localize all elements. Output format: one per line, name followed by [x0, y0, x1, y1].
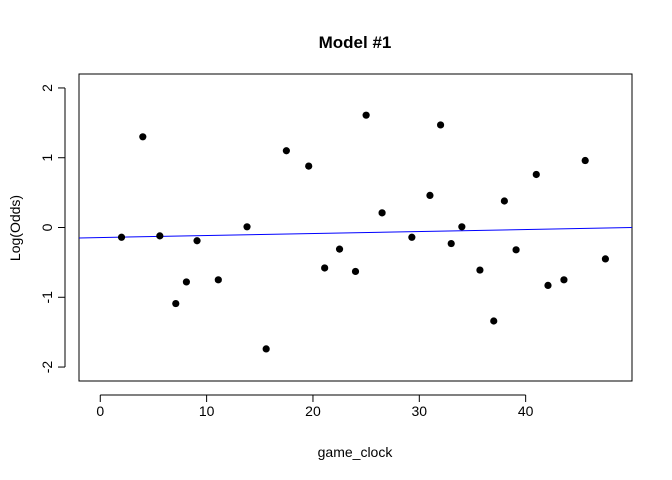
data-point: [117, 233, 126, 241]
x-axis-label: game_clock: [318, 444, 394, 460]
data-point: [172, 299, 180, 308]
y-tick-label: 0: [39, 223, 55, 231]
x-axis: 0 10 20 30 40: [96, 394, 534, 419]
y-axis: -2 -1 0 1 2: [39, 84, 66, 374]
data-point: [512, 246, 520, 254]
data-point: [282, 147, 290, 155]
data-point: [243, 223, 251, 231]
data-point: [408, 233, 416, 241]
data-point: [458, 223, 466, 231]
data-point: [476, 266, 484, 274]
regression-line: [78, 227, 633, 239]
data-point: [139, 133, 147, 141]
x-tick-label: 30: [412, 403, 428, 419]
y-axis-label: Log(Odds): [7, 195, 23, 261]
data-point: [581, 156, 589, 165]
data-point: [560, 276, 568, 284]
x-tick-label: 20: [305, 403, 321, 419]
data-point: [436, 121, 445, 129]
data-point: [378, 209, 386, 217]
data-point: [500, 197, 508, 205]
data-point: [447, 239, 455, 248]
chart-title: Model #1: [319, 33, 392, 52]
data-point: [262, 345, 270, 353]
data-point: [351, 267, 360, 276]
data-point: [182, 278, 191, 286]
y-tick-label: 2: [39, 84, 55, 92]
data-point: [426, 191, 434, 200]
data-point: [544, 281, 552, 290]
data-point: [214, 276, 222, 284]
regression-line-layer: [78, 227, 633, 239]
x-tick-label: 40: [518, 403, 534, 419]
data-points: [117, 111, 610, 353]
data-point: [321, 264, 329, 272]
data-point: [362, 111, 370, 119]
data-point: [305, 162, 313, 170]
y-tick-label: -1: [39, 291, 55, 304]
y-tick-label: 1: [39, 154, 55, 162]
x-tick-label: 10: [199, 403, 215, 419]
y-tick-label: -2: [39, 361, 55, 374]
data-point: [156, 232, 164, 240]
data-point: [193, 237, 201, 245]
data-point: [601, 255, 610, 263]
x-tick-label: 0: [96, 403, 104, 419]
data-point: [532, 170, 540, 179]
data-point: [490, 317, 498, 325]
data-point: [335, 245, 344, 253]
